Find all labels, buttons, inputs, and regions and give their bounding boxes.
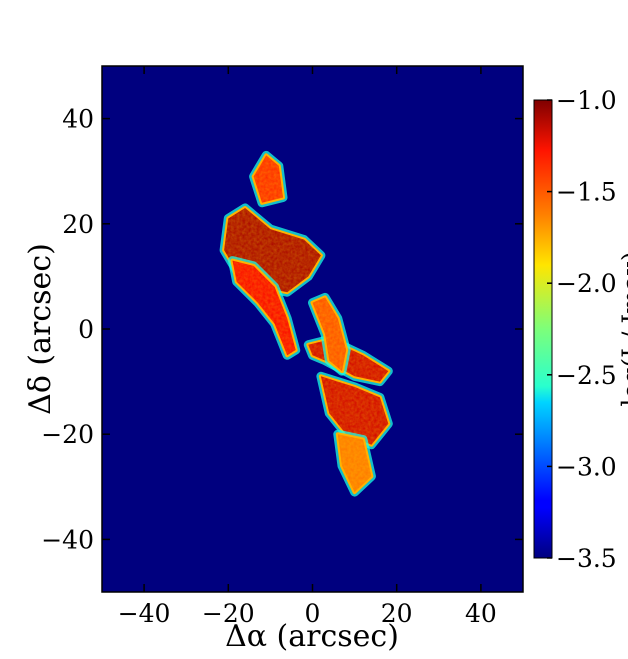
y-axis: 40 20 0 −20 −40 (41, 105, 523, 554)
colorbar-ticks: −1.0 −1.5 −2.0 −2.5 −3.0 −3.5 (547, 86, 617, 573)
colorbar-tick-label: −2.0 (556, 269, 617, 298)
y-tick-label: 0 (78, 315, 94, 344)
x-axis-label: Δα (arcsec) (225, 619, 399, 654)
colorbar-tick-label: −1.0 (556, 86, 617, 115)
emission-regions (219, 150, 393, 497)
x-tick-label: 20 (381, 599, 413, 628)
emission-texture (253, 155, 283, 203)
plot-area (102, 66, 523, 592)
emission-texture (337, 434, 372, 493)
colorbar-tick-label: −3.5 (556, 544, 617, 573)
emission-texture (232, 260, 296, 356)
colorbar-tick-label: −3.0 (556, 452, 617, 481)
y-axis-label: Δδ (arcsec) (23, 243, 58, 415)
colorbar-tick-label: −2.5 (556, 361, 617, 390)
colorbar (533, 99, 553, 559)
x-tick-label: 0 (305, 599, 321, 628)
y-tick-label: −20 (41, 420, 94, 449)
y-tick-label: 40 (62, 105, 94, 134)
colorbar-label: log(I / Imax) (617, 251, 628, 406)
colorbar-tick-label: −1.5 (556, 178, 617, 207)
x-tick-label: −40 (118, 599, 171, 628)
emission-texture (320, 376, 389, 445)
emission-texture (312, 297, 347, 372)
y-tick-label: 20 (62, 210, 94, 239)
x-tick-label: 40 (465, 599, 497, 628)
x-tick-label: −20 (202, 599, 255, 628)
y-tick-label: −40 (41, 525, 94, 554)
x-axis: −40 −20 0 20 40 (118, 66, 497, 628)
